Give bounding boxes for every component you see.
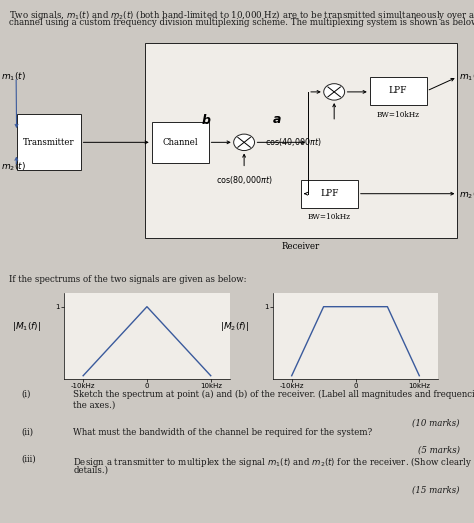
Text: $\cos(80{,}000\pi t)$: $\cos(80{,}000\pi t)$ (216, 174, 273, 186)
FancyBboxPatch shape (370, 77, 427, 105)
Text: (i): (i) (21, 390, 31, 399)
Text: (5 marks): (5 marks) (418, 446, 460, 454)
Text: Sketch the spectrum at point (a) and (b) of the receiver. (Label all magnitudes : Sketch the spectrum at point (a) and (b)… (73, 390, 474, 399)
Circle shape (234, 134, 255, 151)
Text: $\boldsymbol{a}$: $\boldsymbol{a}$ (273, 113, 282, 127)
Text: $m_2(t)$: $m_2(t)$ (1, 161, 26, 173)
Text: Channel: Channel (162, 138, 198, 147)
Text: (iii): (iii) (21, 455, 36, 464)
Text: $|M_2(f)|$: $|M_2(f)|$ (220, 321, 249, 333)
Text: BW=10kHz: BW=10kHz (377, 110, 419, 119)
Text: (ii): (ii) (21, 428, 34, 437)
FancyBboxPatch shape (152, 122, 209, 163)
Text: What must the bandwidth of the channel be required for the system?: What must the bandwidth of the channel b… (73, 428, 373, 437)
Text: $|M_1(f)|$: $|M_1(f)|$ (12, 321, 41, 333)
FancyBboxPatch shape (301, 180, 358, 208)
Text: (15 marks): (15 marks) (412, 485, 460, 494)
Text: Transmitter: Transmitter (23, 138, 74, 147)
FancyBboxPatch shape (17, 115, 81, 170)
Text: BW=10kHz: BW=10kHz (308, 213, 351, 221)
Text: LPF: LPF (320, 189, 339, 198)
Text: If the spectrums of the two signals are given as below:: If the spectrums of the two signals are … (9, 275, 247, 283)
Circle shape (324, 84, 345, 100)
Text: Two signals, $m_1(t)$ and $m_2(t)$ (both band-limited to 10,000 Hz) are to be tr: Two signals, $m_1(t)$ and $m_2(t)$ (both… (9, 8, 474, 22)
Text: $m_2(t)$: $m_2(t)$ (459, 188, 474, 201)
Text: $m_1(t)$: $m_1(t)$ (1, 71, 26, 83)
Text: the axes.): the axes.) (73, 400, 116, 409)
Text: (10 marks): (10 marks) (412, 418, 460, 427)
Text: LPF: LPF (389, 86, 408, 96)
Text: channel using a custom frequency division multiplexing scheme. The multiplexing : channel using a custom frequency divisio… (9, 18, 474, 27)
Text: $m_1(t)$: $m_1(t)$ (459, 71, 474, 83)
Text: Design a transmitter to multiplex the signal $m_1(t)$ and $m_2(t)$ for the recei: Design a transmitter to multiplex the si… (73, 455, 474, 469)
Text: $\boldsymbol{b}$: $\boldsymbol{b}$ (201, 113, 211, 127)
Text: details.): details.) (73, 465, 109, 474)
Text: Receiver: Receiver (282, 242, 320, 251)
FancyBboxPatch shape (145, 43, 457, 237)
Text: $\cos(40{,}000\pi t)$: $\cos(40{,}000\pi t)$ (265, 137, 322, 149)
